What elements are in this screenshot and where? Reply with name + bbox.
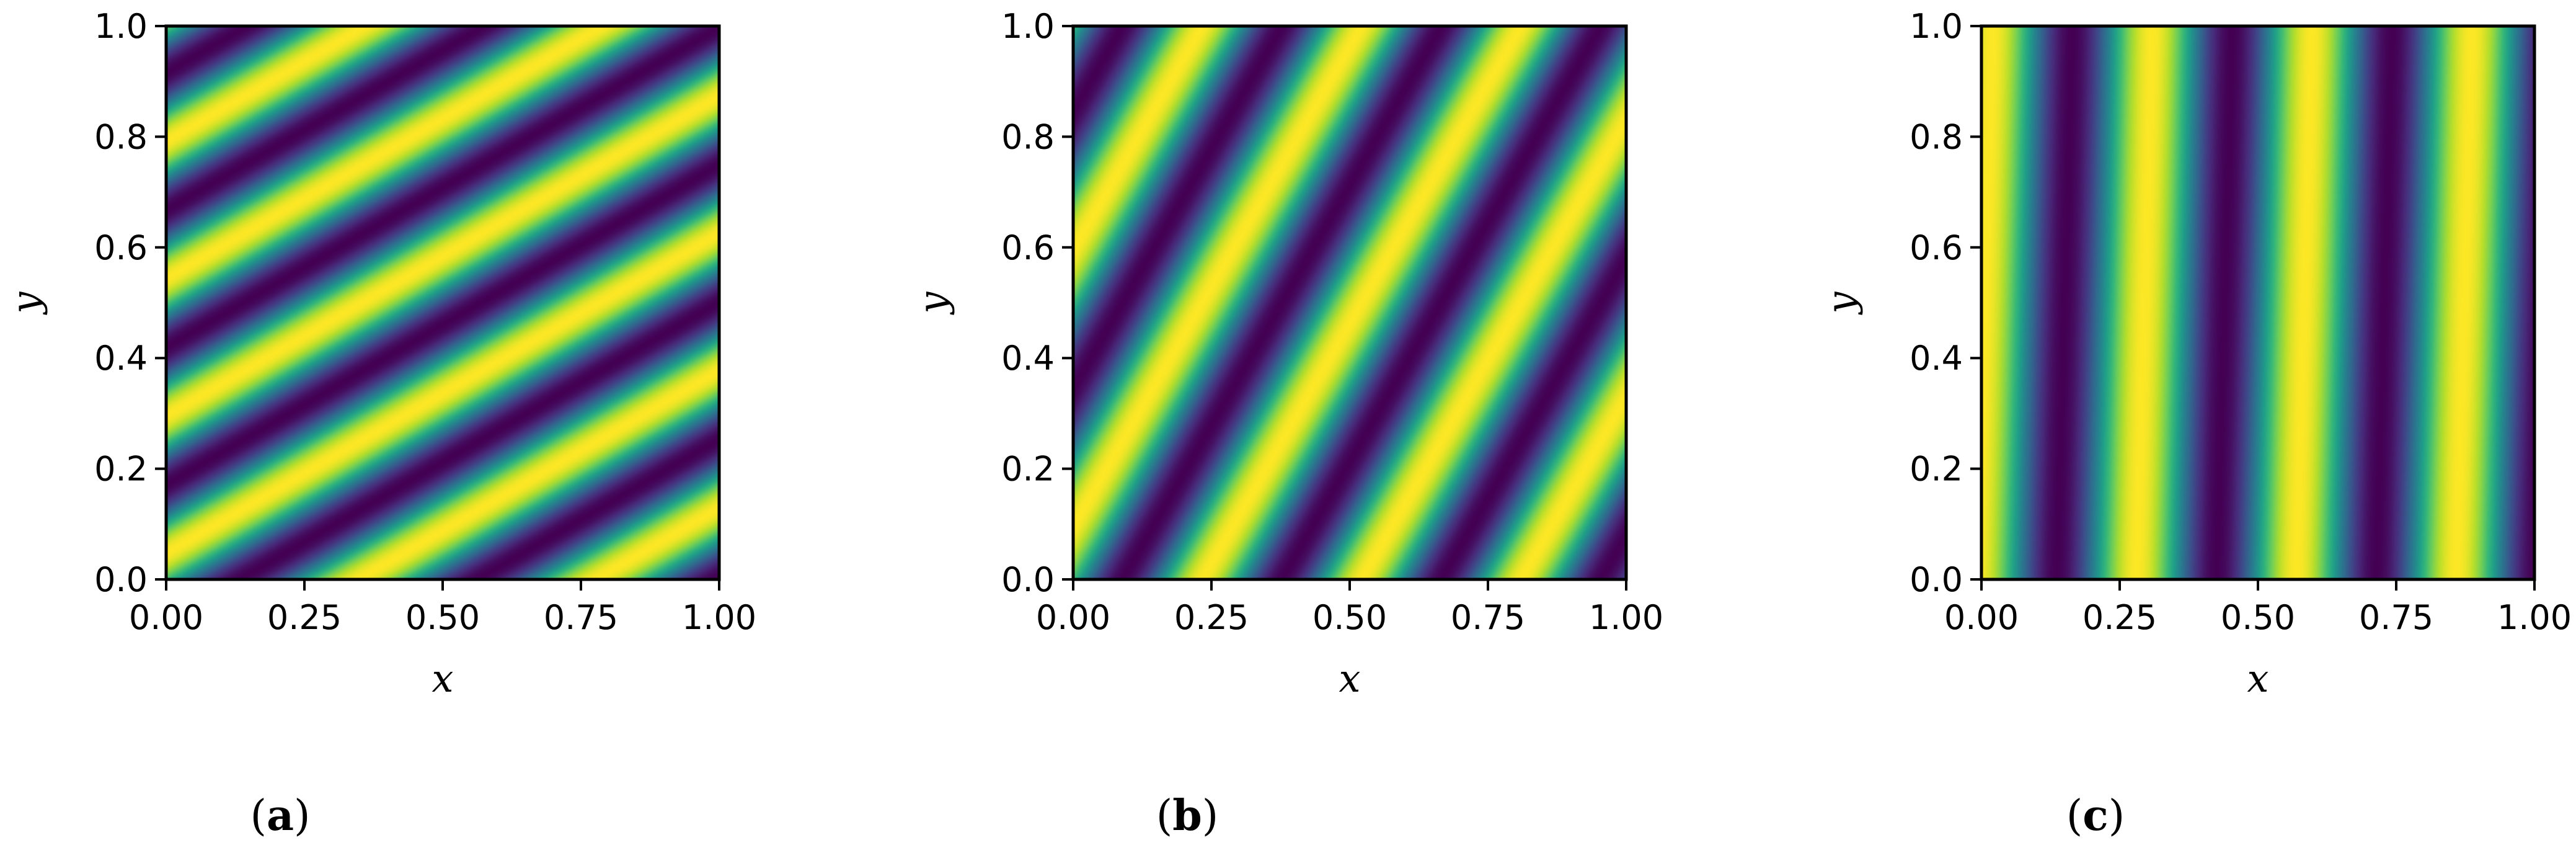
x-tick-label: 0.25 [1174,598,1249,637]
caption-open: ( [250,792,267,841]
heatmap-image [1073,26,1626,579]
x-tick-label: 0.75 [544,598,618,637]
caption-open: ( [2066,792,2083,841]
y-tick-label: 0.6 [1910,228,1963,267]
y-tick-label: 0.0 [1910,560,1963,599]
y-tick-label: 0.4 [1910,339,1963,378]
y-tick-label: 0.2 [1910,450,1963,489]
panel-caption: (a) [250,791,310,841]
y-tick-label: 1.0 [1910,7,1963,46]
x-tick-label: 0.50 [2221,598,2295,637]
y-tick-label: 0.4 [94,339,148,378]
y-axis-label: y [1818,292,1864,316]
x-tick-label: 0.00 [1036,598,1110,637]
x-axis-label: x [432,656,454,701]
x-tick-label: 0.75 [1451,598,1525,637]
y-tick-label: 0.2 [1001,450,1055,489]
y-tick-label: 0.0 [1001,560,1055,599]
panel-caption: (c) [2066,791,2125,841]
chart-panel: 0.00 0.25 0.50 0.75 1.00 0.0 0.2 0.4 0.6 0.8 1.0 x y… [1818,7,2572,841]
caption-open: ( [1156,792,1173,841]
caption-letter: b [1172,791,1202,841]
heatmap-image [166,26,719,579]
y-axis-label: y [3,292,48,316]
caption-close: ) [1202,792,1219,841]
y-tick-label: 1.0 [94,7,148,46]
caption-letter: a [267,791,294,841]
x-tick-label: 0.25 [267,598,342,637]
y-tick-label: 0.4 [1001,339,1055,378]
x-tick-label: 1.00 [1589,598,1663,637]
y-tick-label: 0.6 [1001,228,1055,267]
x-tick-label: 0.50 [1312,598,1387,637]
x-tick-label: 0.00 [129,598,203,637]
x-tick-label: 0.00 [1944,598,2019,637]
y-tick-label: 0.8 [1910,117,1963,156]
x-tick-label: 0.75 [2359,598,2433,637]
heatmap-image [1981,26,2534,579]
x-tick-label: 0.25 [2082,598,2157,637]
y-tick-label: 1.0 [1001,7,1055,46]
y-axis-label: y [910,292,955,316]
chart-panel: 0.00 0.25 0.50 0.75 1.00 0.0 0.2 0.4 0.6 0.8 1.0 x y… [3,7,756,841]
chart-panel: 0.00 0.25 0.50 0.75 1.00 0.0 0.2 0.4 0.6 0.8 1.0 x y… [910,7,1663,841]
x-tick-label: 0.50 [405,598,480,637]
y-tick-label: 0.0 [94,560,148,599]
x-axis-label: x [2247,656,2269,701]
caption-close: ) [294,792,311,841]
y-tick-label: 0.8 [1001,117,1055,156]
panel-caption: (b) [1156,791,1219,841]
caption-letter: c [2082,791,2108,841]
y-tick-label: 0.8 [94,117,148,156]
x-axis-label: x [1339,656,1361,701]
x-tick-label: 1.00 [2497,598,2572,637]
x-tick-label: 1.00 [682,598,756,637]
y-tick-label: 0.6 [94,228,148,267]
caption-close: ) [2109,792,2125,841]
y-tick-label: 0.2 [94,450,148,489]
